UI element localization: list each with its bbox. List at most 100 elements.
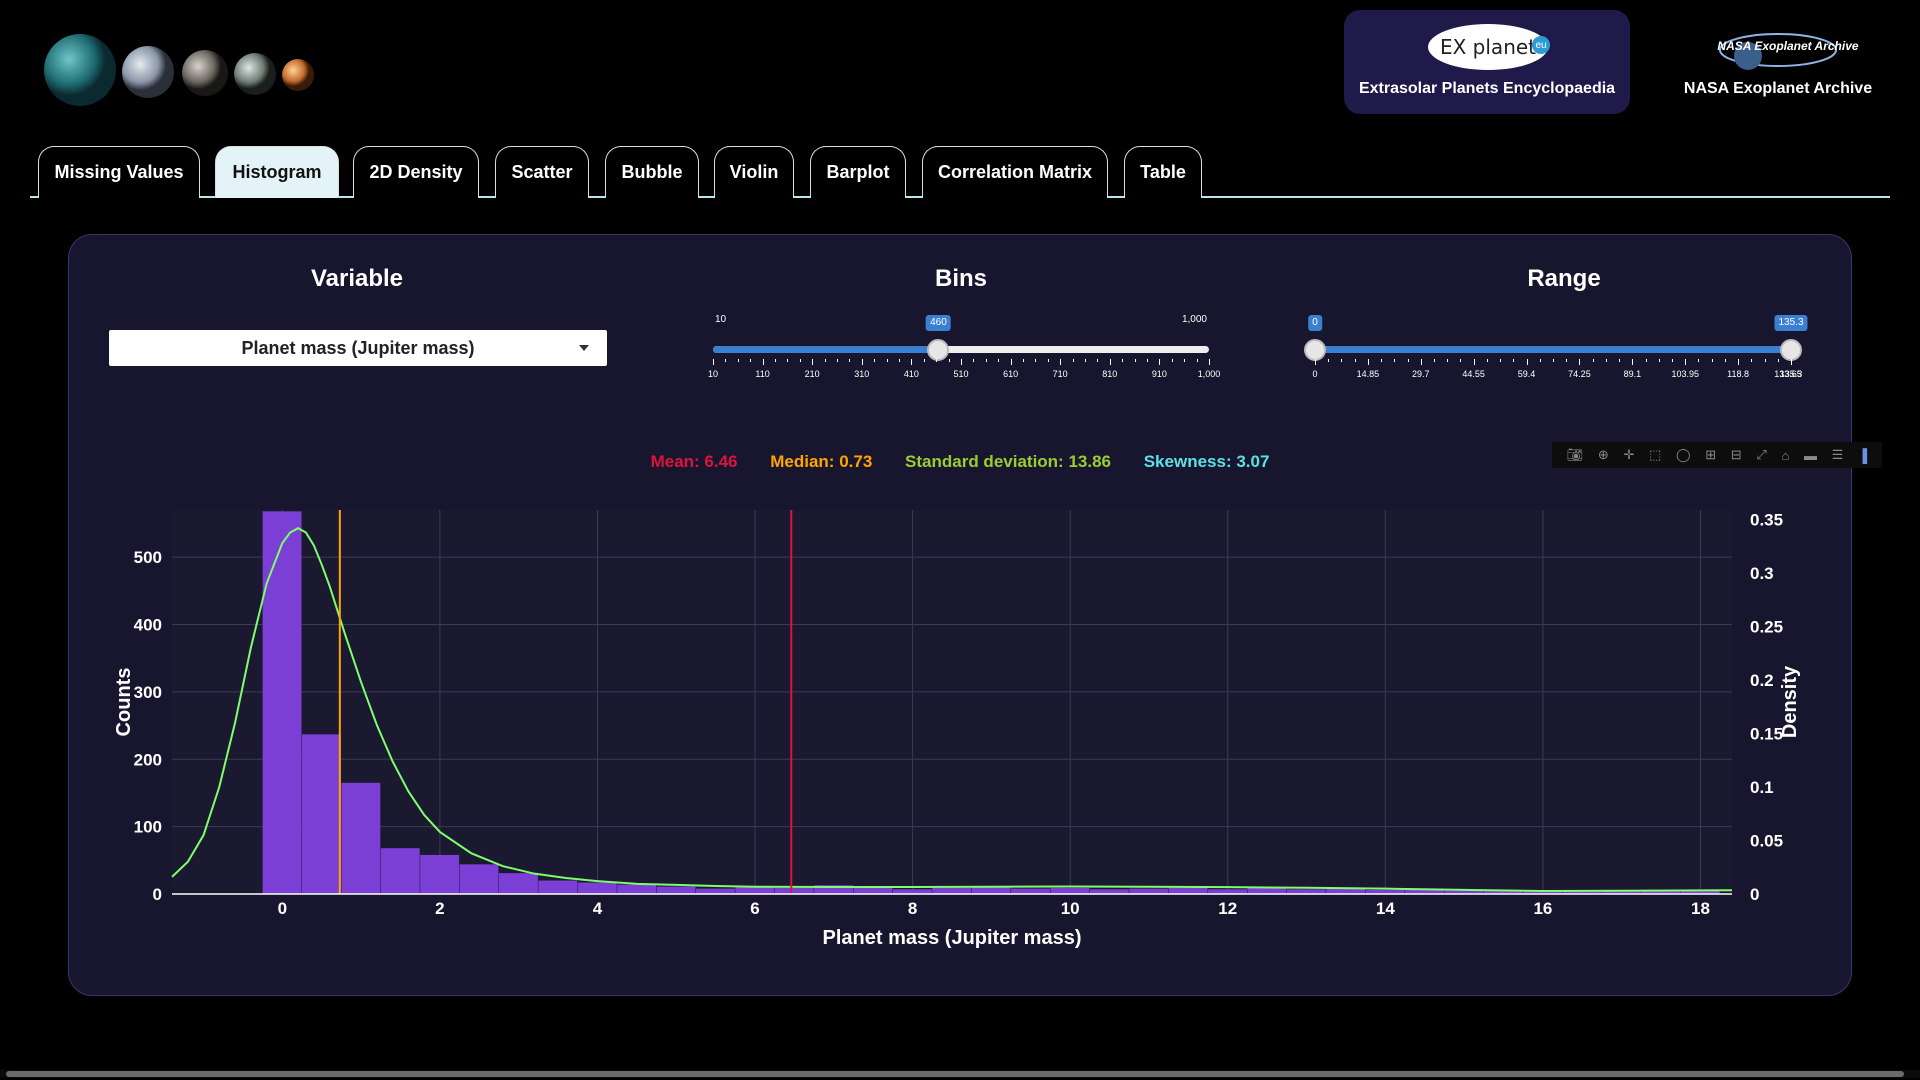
x-tick-label: 12	[1218, 899, 1237, 918]
bins-track-fill	[713, 346, 939, 353]
slider-minor-tick	[1328, 359, 1330, 362]
slider-minor-tick	[1553, 359, 1554, 362]
x-tick-label: 6	[750, 899, 759, 918]
compare-icon[interactable]: ☰	[1831, 447, 1844, 462]
histogram-bar	[1365, 889, 1405, 894]
bins-track[interactable]	[713, 346, 1209, 353]
tab-table[interactable]: Table	[1124, 146, 1202, 198]
x-tick-label: 14	[1376, 899, 1395, 918]
tab-histogram[interactable]: Histogram	[215, 146, 339, 198]
histogram-bar	[656, 886, 696, 894]
histogram-bar	[262, 511, 302, 894]
slider-minor-tick	[874, 359, 876, 362]
box-select-icon[interactable]: ⬚	[1649, 447, 1662, 462]
slider-tick-mark	[1526, 359, 1528, 365]
slider-tick-label: 0	[1312, 369, 1318, 379]
tab-missing-values[interactable]: Missing Values	[38, 146, 200, 198]
nasa-logo-text: NASA Exoplanet Archive	[1717, 39, 1858, 53]
stat-median: Median: 0.73	[770, 452, 873, 471]
nasa-label: NASA Exoplanet Archive	[1683, 80, 1873, 97]
slider-tick-mark	[1791, 359, 1792, 365]
slider-minor-tick	[1407, 359, 1409, 362]
slider-tick-label: 510	[953, 369, 969, 379]
zoom-in-icon[interactable]: ⊞	[1705, 447, 1717, 462]
slider-minor-tick	[948, 359, 950, 362]
tab-scatter[interactable]: Scatter	[495, 146, 589, 198]
slider-minor-tick	[1711, 359, 1713, 362]
slider-minor-tick	[1764, 359, 1766, 362]
bins-handle[interactable]	[927, 339, 950, 361]
histogram-bar	[538, 880, 578, 894]
slider-minor-tick	[1122, 359, 1124, 362]
zoom-icon[interactable]: ⊕	[1597, 447, 1609, 462]
chart-svg[interactable]: 0 2 4 6 8 10 12 14 16 18 0 100 200 300 400 500 0 0.05 0.1 0…	[68, 440, 1852, 960]
histogram-bar	[1286, 889, 1326, 894]
range-slider[interactable]: 0 135.3 0 14.85 29.7 44.55 59.4 74.25 89.1 103.…	[1304, 315, 1808, 379]
slider-minor-tick	[1097, 359, 1099, 362]
range-track-fill	[1315, 346, 1791, 353]
slider-tick-label: 74.25	[1568, 369, 1591, 379]
y2-tick-label: 0.15	[1750, 725, 1783, 744]
exoplanet-logo-badge: eu	[1532, 36, 1550, 54]
slider-tick-mark	[1060, 359, 1062, 365]
slider-tick-label: 810	[1102, 369, 1118, 379]
nasa-archive-link[interactable]: NASA Exoplanet Archive NASA Exoplanet Ar…	[1670, 20, 1886, 110]
stat-skewness: Skewness: 3.07	[1143, 452, 1270, 471]
slider-minor-tick	[1047, 359, 1049, 362]
y2-axis-title: Density	[1779, 665, 1801, 738]
home-icon[interactable]: ⌂	[1781, 447, 1790, 463]
slider-tick-label: 110	[755, 369, 770, 379]
histogram-bar	[1602, 891, 1641, 894]
slider-tick-label: 610	[1003, 369, 1019, 379]
slider-minor-tick	[1434, 359, 1435, 362]
tab-2d-density[interactable]: 2D Density	[353, 146, 479, 198]
spike-lines-icon[interactable]: ▬	[1803, 447, 1817, 463]
histogram-bar	[1247, 887, 1287, 894]
tab-violin[interactable]: Violin	[714, 146, 794, 198]
camera-icon[interactable]: 📷︎	[1566, 447, 1584, 462]
slider-minor-tick	[899, 359, 900, 362]
histogram-bar	[971, 886, 1011, 894]
slider-minor-tick	[1134, 359, 1136, 362]
range-low-handle[interactable]	[1304, 339, 1326, 361]
slider-minor-tick	[1072, 359, 1074, 362]
tab-correlation-matrix[interactable]: Correlation Matrix	[922, 146, 1108, 198]
range-high-handle[interactable]	[1780, 339, 1802, 361]
y2-tick-label: 0.35	[1750, 511, 1783, 530]
y2-tick-label: 0.25	[1750, 618, 1783, 637]
histogram-bar	[1129, 888, 1169, 894]
histogram-bar	[1483, 889, 1523, 894]
slider-tick-mark	[1738, 359, 1740, 365]
slider-minor-tick	[1539, 359, 1541, 362]
pan-icon[interactable]: ✛	[1623, 447, 1635, 462]
variable-dropdown[interactable]: Planet mass (Jupiter mass)	[109, 330, 607, 366]
histogram-chart: Mean: 6.46 Median: 0.73 Standard deviati…	[68, 440, 1882, 960]
slider-minor-tick	[1341, 359, 1343, 362]
histogram-bar	[1562, 890, 1602, 894]
slider-tick-label: 44.55	[1462, 369, 1485, 379]
slider-tick-mark	[1420, 359, 1422, 365]
range-ticks: 0 14.85 29.7 44.55 59.4 74.25 89.1 103.95 118.8 1…	[1312, 359, 1802, 379]
horizontal-scrollbar[interactable]	[0, 1070, 1920, 1078]
slider-minor-tick	[1500, 359, 1502, 362]
tab-bubble[interactable]: Bubble	[605, 146, 699, 198]
scrollbar-thumb[interactable]	[6, 1071, 1904, 1077]
bins-max-label: 1,000	[1181, 314, 1207, 325]
slider-minor-tick	[1592, 359, 1594, 362]
x-tick-label: 18	[1691, 899, 1710, 918]
plotly-logo-icon[interactable]: ▐	[1857, 447, 1868, 463]
slider-minor-tick	[1698, 359, 1700, 362]
tab-barplot[interactable]: Barplot	[810, 146, 906, 198]
slider-tick-mark	[1632, 359, 1634, 365]
lasso-icon[interactable]: ◯	[1675, 447, 1691, 462]
slider-minor-tick	[750, 359, 752, 362]
plot-modebar: 📷︎ ⊕ ✛ ⬚ ◯ ⊞ ⊟ ⤢ ⌂ ▬ ☰ ▐	[1552, 442, 1882, 468]
exoplanet-eu-link[interactable]: EX planet eu Extrasolar Planets Encyclop…	[1344, 10, 1630, 114]
autoscale-icon[interactable]: ⤢	[1756, 447, 1767, 462]
histogram-bar	[1208, 889, 1247, 894]
slider-minor-tick	[1381, 359, 1383, 362]
histogram-bar	[1523, 891, 1563, 894]
zoom-out-icon[interactable]: ⊟	[1730, 447, 1742, 462]
histogram-bar	[380, 848, 420, 894]
